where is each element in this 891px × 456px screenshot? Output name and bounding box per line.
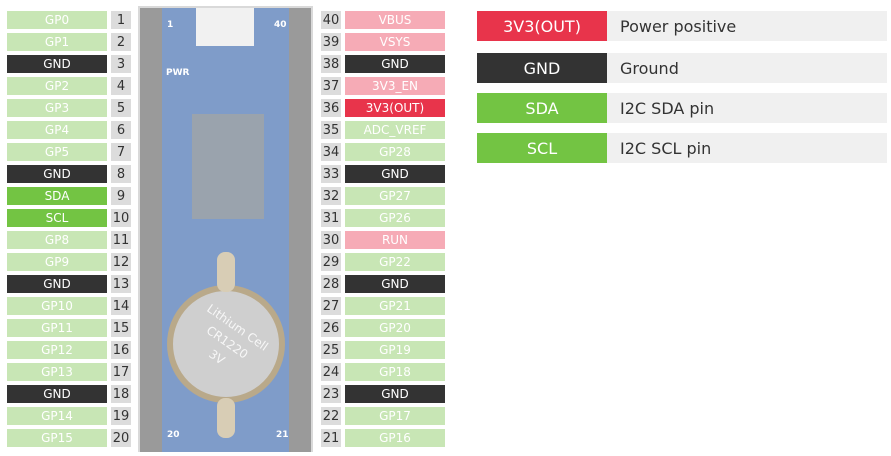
pin-label: GP21 (345, 297, 445, 315)
svg-text:1: 1 (167, 20, 173, 30)
pin-label: GP11 (7, 319, 107, 337)
pin-label: GP15 (7, 429, 107, 447)
pin-label: GP8 (7, 231, 107, 249)
pin-number: 39 (321, 33, 341, 51)
pin-label: GP13 (7, 363, 107, 381)
rtc-board: 1 40 20 21 PWR Lithium Cell CR1220 3V (138, 6, 313, 452)
pin-label: GP20 (345, 319, 445, 337)
pin-number: 7 (111, 143, 131, 161)
pin-label: GND (345, 55, 445, 73)
pin-label: GND (7, 165, 107, 183)
pin-number: 9 (111, 187, 131, 205)
pin-label: GP28 (345, 143, 445, 161)
pin-number: 11 (111, 231, 131, 249)
pin-number: 31 (321, 209, 341, 227)
pin-number: 6 (111, 121, 131, 139)
pin-label: GND (345, 385, 445, 403)
pin-number: 33 (321, 165, 341, 183)
pin-label: VBUS (345, 11, 445, 29)
pin-number: 36 (321, 99, 341, 117)
pin-label: GP17 (345, 407, 445, 425)
pin-label: GND (7, 275, 107, 293)
pin-label: GP10 (7, 297, 107, 315)
pin-label: GP4 (7, 121, 107, 139)
pin-label: SDA (7, 187, 107, 205)
svg-text:40: 40 (274, 20, 287, 30)
pin-label: GP1 (7, 33, 107, 51)
pin-number: 37 (321, 77, 341, 95)
pin-number: 1 (111, 11, 131, 29)
pin-label: GP22 (345, 253, 445, 271)
pin-label: GP0 (7, 11, 107, 29)
pin-number: 14 (111, 297, 131, 315)
pin-label: 3V3(OUT) (345, 99, 445, 117)
pin-number: 13 (111, 275, 131, 293)
pin-number: 21 (321, 429, 341, 447)
pin-number: 19 (111, 407, 131, 425)
pin-label: ADC_VREF (345, 121, 445, 139)
pin-number: 8 (111, 165, 131, 183)
svg-text:20: 20 (167, 430, 180, 440)
pin-label: GND (7, 385, 107, 403)
pin-label: GP26 (345, 209, 445, 227)
pin-number: 3 (111, 55, 131, 73)
pin-label: GP27 (345, 187, 445, 205)
pin-number: 16 (111, 341, 131, 359)
pin-number: 35 (321, 121, 341, 139)
legend-swatch: SDA (477, 93, 607, 123)
pin-label: GND (345, 165, 445, 183)
pin-label: GP16 (345, 429, 445, 447)
pin-label: GP5 (7, 143, 107, 161)
legend-description: I2C SCL pin (607, 133, 887, 163)
pin-number: 17 (111, 363, 131, 381)
pin-number: 2 (111, 33, 131, 51)
pin-label: SCL (7, 209, 107, 227)
pin-number: 23 (321, 385, 341, 403)
legend-swatch: GND (477, 53, 607, 83)
pin-number: 5 (111, 99, 131, 117)
pin-label: GP3 (7, 99, 107, 117)
pin-number: 29 (321, 253, 341, 271)
pin-label: GP14 (7, 407, 107, 425)
pin-label: GP12 (7, 341, 107, 359)
pin-label: GND (7, 55, 107, 73)
pin-number: 32 (321, 187, 341, 205)
pin-number: 24 (321, 363, 341, 381)
legend-swatch: 3V3(OUT) (477, 11, 607, 41)
pin-number: 12 (111, 253, 131, 271)
pin-label: VSYS (345, 33, 445, 51)
legend-description: Power positive (607, 11, 887, 41)
legend-description: I2C SDA pin (607, 93, 887, 123)
pin-label: GND (345, 275, 445, 293)
pin-number: 18 (111, 385, 131, 403)
pin-label: GP19 (345, 341, 445, 359)
pin-number: 28 (321, 275, 341, 293)
pin-number: 22 (321, 407, 341, 425)
pin-number: 15 (111, 319, 131, 337)
legend-swatch: SCL (477, 133, 607, 163)
pin-number: 34 (321, 143, 341, 161)
pin-label: RUN (345, 231, 445, 249)
pin-label: GP9 (7, 253, 107, 271)
pin-label: GP18 (345, 363, 445, 381)
pin-number: 10 (111, 209, 131, 227)
pin-number: 20 (111, 429, 131, 447)
pin-number: 27 (321, 297, 341, 315)
pin-number: 38 (321, 55, 341, 73)
pin-number: 4 (111, 77, 131, 95)
legend-description: Ground (607, 53, 887, 83)
pin-number: 30 (321, 231, 341, 249)
pin-number: 40 (321, 11, 341, 29)
svg-text:21: 21 (276, 430, 289, 440)
svg-text:PWR: PWR (166, 68, 190, 78)
pin-number: 26 (321, 319, 341, 337)
pin-number: 25 (321, 341, 341, 359)
pin-label: GP2 (7, 77, 107, 95)
pin-label: 3V3_EN (345, 77, 445, 95)
